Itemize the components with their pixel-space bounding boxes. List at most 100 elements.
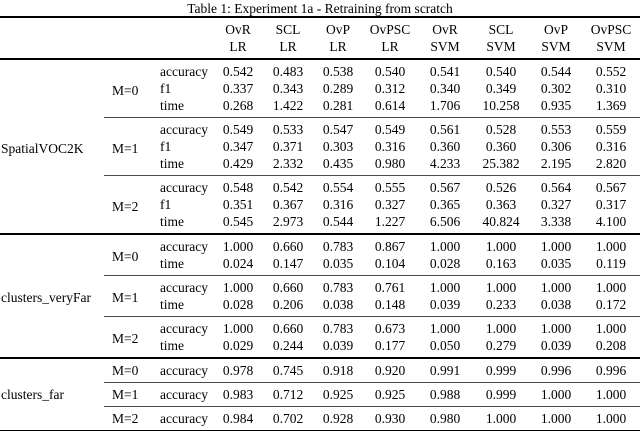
column-model-label: SVM	[596, 39, 626, 54]
value-cell: 0.935	[540, 98, 572, 113]
value-cell: 2.820	[595, 156, 627, 171]
value-cell: 0.367	[272, 197, 304, 212]
value-cell: 0.208	[595, 338, 627, 353]
table-row: time 0.429 2.332 0.435 0.980 4.233 25.382 2.195…	[0, 155, 640, 176]
column-method-label: OvR	[225, 22, 251, 37]
column-model-label: SVM	[430, 39, 460, 54]
m-value-label: M=1	[104, 117, 154, 176]
value-cell: 0.544	[540, 64, 572, 79]
value-cell: 0.541	[429, 64, 461, 79]
value-cell: 0.528	[472, 117, 530, 138]
value-cell: 0.980	[418, 406, 472, 431]
value-cell: 0.327	[374, 197, 406, 212]
metric-label: f1	[160, 81, 172, 96]
metric-label: accuracy	[154, 357, 214, 383]
table-row: M=1 accuracy 0.983 0.712 0.925 0.925 0.988 0.99…	[0, 382, 640, 407]
table-row: SpatialVOC2K M=0 accuracy 0.542 0.483 0.538 0.…	[0, 59, 640, 156]
value-cell: 0.303	[322, 139, 354, 154]
value-cell: 0.310	[595, 81, 627, 96]
value-cell: 0.148	[374, 297, 406, 312]
column-header-ovpsc-lr: OvPSC LR	[362, 16, 418, 60]
value-cell: 1.000	[530, 382, 582, 407]
value-cell: 0.918	[314, 357, 362, 383]
value-cell: 0.351	[222, 197, 254, 212]
column-model-label: SVM	[541, 39, 571, 54]
value-cell: 2.332	[272, 156, 304, 171]
value-cell: 0.533	[262, 117, 314, 138]
value-cell: 1.000	[530, 275, 582, 296]
dataset-label: SpatialVOC2K	[1, 140, 84, 156]
value-cell: 0.567	[582, 175, 640, 196]
value-cell: 0.564	[530, 175, 582, 196]
value-cell: 3.338	[540, 214, 572, 229]
column-method-label: OvP	[325, 22, 350, 37]
m-value-label: M=0	[104, 357, 154, 383]
value-cell: 0.660	[262, 316, 314, 337]
metric-label: accuracy	[154, 316, 214, 337]
table-caption: Table 1: Experiment 1a - Retraining from…	[187, 1, 453, 16]
value-cell: 0.867	[362, 233, 418, 255]
value-cell: 0.783	[314, 316, 362, 337]
dataset-label: clusters_veryFar	[0, 233, 104, 358]
value-cell: 0.104	[374, 256, 406, 271]
value-cell: 0.172	[595, 297, 627, 312]
value-cell: 0.988	[418, 382, 472, 407]
dataset-label: clusters_far	[0, 357, 104, 431]
value-cell: 0.363	[485, 197, 517, 212]
metric-label: time	[160, 214, 184, 229]
metric-label: accuracy	[154, 275, 214, 296]
value-cell: 1.000	[472, 233, 530, 255]
value-cell: 0.542	[262, 175, 314, 196]
value-cell: 0.302	[540, 81, 572, 96]
value-cell: 0.999	[472, 382, 530, 407]
column-header-ovr-svm: OvR SVM	[418, 16, 472, 60]
table-row: M=2 accuracy 0.548 0.542 0.554 0.555 0.567 0.52…	[0, 175, 640, 234]
value-cell: 0.925	[314, 382, 362, 407]
value-cell: 0.553	[530, 117, 582, 138]
value-cell: 0.920	[362, 357, 418, 383]
value-cell: 0.544	[322, 214, 354, 229]
value-cell: 0.206	[272, 297, 304, 312]
value-cell: 1.000	[582, 233, 640, 255]
header-stub	[0, 16, 214, 60]
m-value-label: M=0	[112, 82, 139, 98]
value-cell: 6.506	[429, 214, 461, 229]
results-table: OvR LR SCL LR OvP LR OvPSC LR OvR SVM SCL SVM OvP SVM…	[0, 16, 640, 431]
column-model-label: LR	[329, 39, 347, 54]
value-cell: 0.147	[272, 256, 304, 271]
value-cell: 0.745	[262, 357, 314, 383]
value-cell: 0.547	[314, 117, 362, 138]
metric-label: accuracy	[154, 406, 214, 431]
header-row: OvR LR SCL LR OvP LR OvPSC LR OvR SVM SCL SVM OvP SVM…	[0, 16, 640, 60]
value-cell: 0.281	[322, 98, 354, 113]
metric-label: accuracy	[154, 382, 214, 407]
value-cell: 0.349	[485, 81, 517, 96]
value-cell: 0.039	[429, 297, 461, 312]
m-value-label: M=1	[104, 382, 154, 407]
metric-label: time	[160, 156, 184, 171]
value-cell: 0.347	[222, 139, 254, 154]
value-cell: 0.029	[222, 338, 254, 353]
value-cell: 1.000	[472, 406, 530, 431]
value-cell: 0.549	[214, 117, 262, 138]
value-cell: 0.327	[540, 197, 572, 212]
table-row: time 0.029 0.244 0.039 0.177 0.050 0.279 0.039 0…	[0, 337, 640, 358]
value-cell: 1.000	[582, 406, 640, 431]
value-cell: 0.316	[322, 197, 354, 212]
value-cell: 1.000	[214, 316, 262, 337]
value-cell: 0.526	[472, 175, 530, 196]
value-cell: 1.000	[582, 316, 640, 337]
value-cell: 0.996	[530, 357, 582, 383]
value-cell: 0.435	[322, 156, 354, 171]
table-row: M=2 accuracy 1.000 0.660 0.783 0.673 1.000 1.00…	[0, 316, 640, 358]
value-cell: 0.024	[222, 256, 254, 271]
value-cell: 1.000	[418, 316, 472, 337]
value-cell: 0.279	[485, 338, 517, 353]
value-cell: 0.371	[272, 139, 304, 154]
table-row: clusters_veryFar M=0 accuracy 1.000 0.660 0.7…	[0, 233, 640, 358]
value-cell: 0.177	[374, 338, 406, 353]
value-cell: 1.000	[530, 406, 582, 431]
value-cell: 10.258	[482, 98, 520, 113]
value-cell: 0.540	[374, 64, 406, 79]
value-cell: 1.000	[530, 316, 582, 337]
